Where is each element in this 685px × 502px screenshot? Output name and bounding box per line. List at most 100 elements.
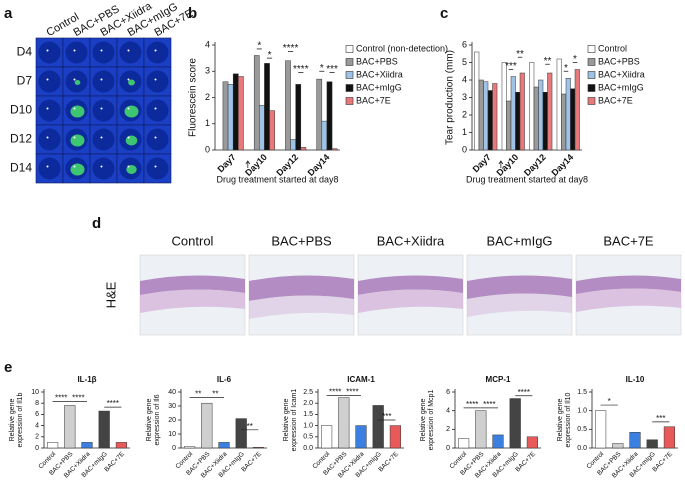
row-label: D10	[10, 103, 32, 117]
bar	[81, 442, 93, 449]
fluorescein-stain	[70, 163, 85, 176]
legend-swatch	[587, 45, 596, 53]
fluorescein-stain	[74, 80, 81, 85]
eye-reflection	[46, 78, 49, 81]
y-tick-label: 6	[446, 389, 450, 396]
eye-cornea	[38, 128, 61, 151]
bar	[269, 110, 275, 151]
y-axis-label: Relative gene	[557, 398, 564, 441]
bar	[474, 51, 480, 151]
y-tick-label: 10	[168, 431, 176, 438]
y-tick-label: 0	[172, 445, 176, 452]
y-tick-label: 1.0	[577, 408, 587, 415]
y-tick-label: 0	[35, 445, 39, 452]
bar	[64, 405, 76, 449]
y-tick-label: 4	[446, 408, 450, 415]
y-tick-label: 0	[446, 445, 450, 452]
y-tick-label: 2	[205, 92, 210, 102]
row-label: D4	[17, 45, 33, 59]
panel-letter: e	[4, 359, 12, 376]
legend-swatch	[345, 58, 354, 66]
stain-label: H&E	[103, 281, 118, 308]
bar	[321, 425, 333, 449]
row-label: D14	[10, 161, 32, 175]
significance-label: ****	[293, 64, 309, 75]
significance-label: *	[608, 397, 611, 406]
epithelium	[140, 275, 245, 295]
treatment-arrow	[245, 160, 251, 168]
eye-reflection	[154, 107, 157, 110]
bar	[253, 55, 260, 151]
eye-reflection	[100, 136, 103, 139]
y-tick-label: 1.5	[303, 411, 313, 418]
bar	[235, 418, 247, 449]
legend-label: BAC+7E	[356, 95, 391, 105]
bar	[232, 73, 239, 151]
eye-reflection	[73, 78, 76, 81]
legend-label: Control (non-detection)	[356, 43, 448, 53]
y-tick-label: 1.0	[303, 422, 313, 429]
y-tick-label: 4	[35, 422, 39, 429]
bar	[201, 402, 213, 449]
bar	[547, 72, 553, 151]
row-label: D12	[10, 132, 32, 146]
legend-label: BAC+PBS	[356, 56, 398, 66]
epithelium	[249, 275, 354, 301]
y-tick-label: 4	[205, 39, 210, 49]
chart-title: MCP-1	[486, 375, 511, 384]
bar	[646, 439, 658, 449]
bar	[259, 105, 265, 151]
bar	[264, 63, 270, 151]
eye-reflection	[73, 49, 76, 52]
significance-label: ****	[72, 394, 84, 403]
bar	[612, 443, 624, 449]
y-axis-label: Tear production (mm)	[445, 50, 456, 145]
eye-reflection	[154, 136, 157, 139]
row-label: D7	[17, 74, 33, 88]
bar	[285, 60, 291, 151]
y-tick-label: 6	[35, 411, 39, 418]
eye-reflection	[100, 165, 103, 168]
eye-reflection	[154, 49, 157, 52]
eye-reflection	[154, 78, 157, 81]
y-axis-label: Fluorescein score	[188, 58, 199, 137]
bar	[338, 397, 350, 449]
y-tick-label: 6	[462, 39, 467, 49]
bar	[47, 442, 59, 449]
legend-label: BAC+PBS	[598, 56, 640, 66]
y-tick-label: 0.5	[303, 434, 313, 441]
bar	[295, 84, 302, 151]
column-label: BAC+PBS	[271, 233, 332, 248]
legend-label: Control	[598, 43, 627, 53]
legend-swatch	[345, 45, 354, 53]
chart-title: IL-10	[626, 375, 645, 384]
eye-reflection	[127, 78, 130, 81]
legend-label: BAC+7E	[598, 95, 633, 105]
eye-reflection	[46, 136, 49, 139]
bar	[316, 78, 323, 151]
bar	[355, 425, 367, 449]
eye-reflection	[73, 165, 76, 168]
eye-cornea	[146, 128, 169, 151]
y-tick-label: 2.0	[303, 400, 313, 407]
fluorescein-stain	[70, 134, 85, 147]
bar	[519, 72, 525, 151]
bar	[629, 432, 641, 449]
legend-swatch	[345, 71, 354, 79]
y-axis-label: expression of Il1b	[17, 392, 24, 447]
y-tick-label: 30	[168, 403, 176, 410]
y-axis-label: Relative gene	[283, 398, 290, 441]
legend-label: BAC+mIgG	[598, 82, 644, 92]
legend-swatch	[587, 71, 596, 79]
eye-cornea	[38, 157, 61, 180]
eye-cornea	[146, 70, 169, 93]
chart-title: IL-6	[217, 375, 232, 384]
significance-label: ***	[505, 61, 517, 72]
significance-label: *	[268, 50, 272, 61]
stroma	[576, 288, 681, 312]
legend-swatch	[587, 97, 596, 105]
legend-label: BAC+Xiidra	[356, 69, 403, 79]
significance-label: ****	[107, 399, 119, 408]
fluorescein-stain	[70, 105, 85, 118]
